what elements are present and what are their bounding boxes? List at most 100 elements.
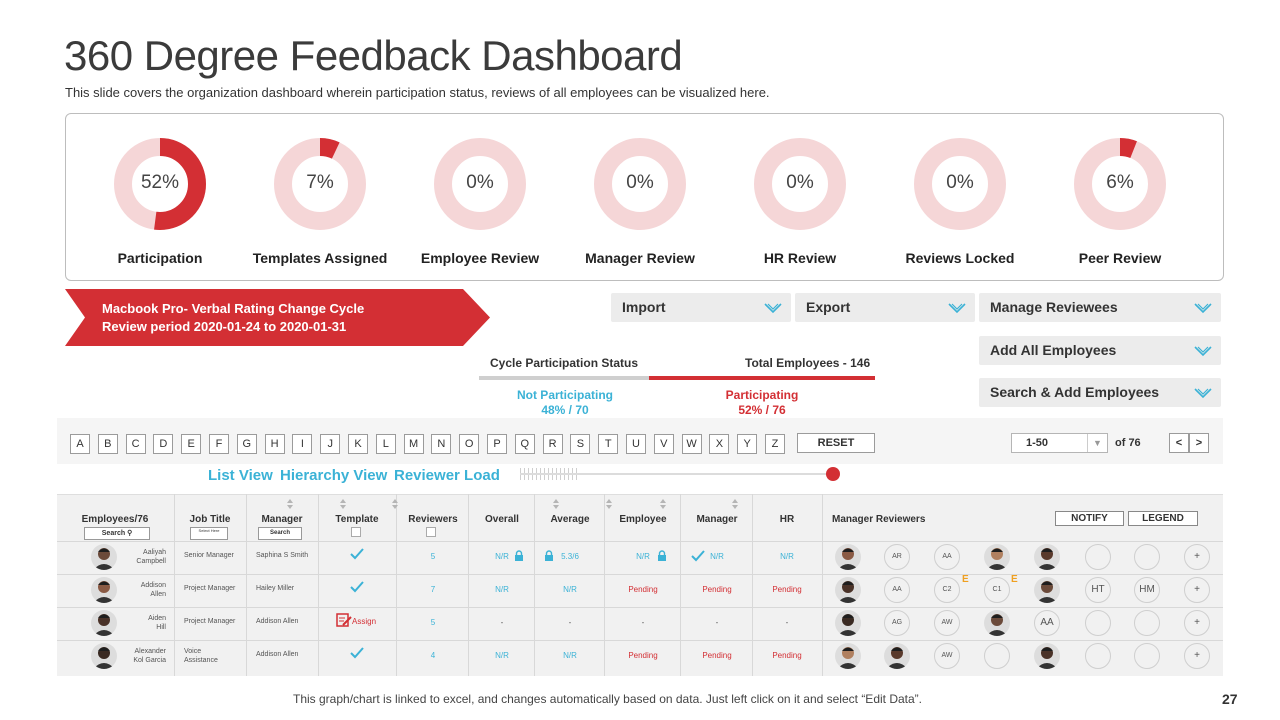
template-filter-checkbox[interactable] <box>351 527 361 537</box>
manage-reviewees-dropdown[interactable]: Manage Reviewees <box>979 293 1221 322</box>
reviewer-load-link[interactable]: Reviewer Load <box>394 467 500 484</box>
alphabet-button-h[interactable]: H <box>264 434 285 454</box>
manager-search-input[interactable]: Search <box>258 527 302 540</box>
alphabet-button-j[interactable]: J <box>320 434 341 454</box>
reviewer-chip[interactable]: C1 <box>984 577 1010 603</box>
header-average: Average <box>550 514 590 525</box>
hierarchy-view-link[interactable]: Hierarchy View <box>280 467 388 484</box>
slider-handle[interactable] <box>826 467 840 481</box>
reviewer-chip[interactable] <box>1085 544 1111 570</box>
reviewer-chip[interactable]: AA <box>1034 610 1060 636</box>
reviewer-chip[interactable]: AG <box>884 610 910 636</box>
donut-track <box>434 138 526 230</box>
person-photo-icon <box>1034 577 1060 603</box>
reviewer-chip[interactable]: HT <box>1085 577 1111 603</box>
sort-icon[interactable] <box>731 497 739 509</box>
add-reviewer-button[interactable]: + <box>1184 544 1210 570</box>
column-divider <box>246 494 247 676</box>
page-range-select[interactable]: 1-50 ▼ <box>1011 433 1108 453</box>
sort-icon[interactable] <box>659 497 667 509</box>
hr-review-status: N/R <box>780 552 794 561</box>
search-add-employees-dropdown[interactable]: Search & Add Employees <box>979 378 1221 407</box>
reviewer-chip[interactable] <box>984 643 1010 669</box>
reviewer-chip[interactable]: AR <box>884 544 910 570</box>
reviewers-filter-checkbox[interactable] <box>426 527 436 537</box>
participating-label: Participating <box>725 388 799 402</box>
prev-page-button[interactable]: < <box>1169 433 1189 453</box>
alphabet-button-v[interactable]: V <box>653 434 674 454</box>
sort-icon[interactable] <box>286 497 294 509</box>
alphabet-button-c[interactable]: C <box>125 434 146 454</box>
check-icon <box>350 548 364 560</box>
alphabet-button-d[interactable]: D <box>153 434 174 454</box>
alphabet-button-n[interactable]: N <box>431 434 452 454</box>
add-reviewer-button[interactable]: + <box>1184 643 1210 669</box>
sort-icon[interactable] <box>552 497 560 509</box>
reviewer-chip[interactable] <box>1134 544 1160 570</box>
reviewer-chip[interactable] <box>1134 610 1160 636</box>
reviewer-chip[interactable] <box>1085 610 1111 636</box>
reviewer-chip[interactable] <box>1134 643 1160 669</box>
add-all-employees-dropdown[interactable]: Add All Employees <box>979 336 1221 365</box>
alphabet-button-w[interactable]: W <box>681 434 702 454</box>
export-dropdown[interactable]: Export <box>795 293 975 322</box>
alphabet-button-l[interactable]: L <box>375 434 396 454</box>
reviewer-chip[interactable]: AW <box>934 643 960 669</box>
alphabet-button-u[interactable]: U <box>626 434 646 454</box>
reviewers-count: 5 <box>430 618 436 627</box>
reviewer-chip[interactable]: C2 <box>934 577 960 603</box>
alphabet-button-t[interactable]: T <box>598 434 619 454</box>
import-dropdown[interactable]: Import <box>611 293 791 322</box>
alphabet-button-b[interactable]: B <box>97 434 118 454</box>
alphabet-button-i[interactable]: I <box>292 434 313 454</box>
column-divider <box>174 494 175 676</box>
add-reviewer-button[interactable]: + <box>1184 610 1210 636</box>
reviewer-chip[interactable] <box>1085 643 1111 669</box>
person-photo-icon <box>91 610 117 636</box>
alphabet-button-m[interactable]: M <box>403 434 424 454</box>
average-score: N/R <box>563 585 577 594</box>
manager-name: Addison Allen <box>256 651 299 658</box>
overall-lock-icon <box>514 549 524 567</box>
employee-search-input[interactable]: Search ⚲ <box>84 527 150 540</box>
donut-chart <box>274 138 366 230</box>
reset-button[interactable]: RESET <box>797 433 875 453</box>
alphabet-button-s[interactable]: S <box>570 434 591 454</box>
alphabet-button-r[interactable]: R <box>542 434 563 454</box>
alphabet-button-q[interactable]: Q <box>514 434 535 454</box>
sort-icon[interactable] <box>605 497 613 509</box>
assign-template-button[interactable]: Assign <box>336 613 376 629</box>
alphabet-button-e[interactable]: E <box>181 434 202 454</box>
employee-review-status: Pending <box>628 651 658 660</box>
column-divider <box>396 494 397 676</box>
alphabet-button-p[interactable]: P <box>487 434 507 454</box>
add-reviewer-button[interactable]: + <box>1184 577 1210 603</box>
sort-icon[interactable] <box>391 497 399 509</box>
job-title-select[interactable]: Select Here <box>190 527 228 540</box>
row-divider <box>57 640 1223 641</box>
reviewer-chip[interactable]: AW <box>934 610 960 636</box>
alphabet-button-g[interactable]: G <box>236 434 257 454</box>
notify-button[interactable]: NOTIFY <box>1055 511 1124 526</box>
column-divider <box>752 494 753 676</box>
reviewer-chip[interactable]: AA <box>884 577 910 603</box>
chevron-down-icon <box>948 303 966 314</box>
sort-icon[interactable] <box>339 497 347 509</box>
list-view-link[interactable]: List View <box>208 467 273 484</box>
kpi-label: HR Review <box>763 250 837 266</box>
next-page-button[interactable]: > <box>1189 433 1209 453</box>
employee-review-status: N/R <box>636 552 650 561</box>
reviewer-load-slider[interactable] <box>520 473 830 475</box>
alphabet-button-y[interactable]: Y <box>737 434 758 454</box>
alphabet-button-o[interactable]: O <box>459 434 480 454</box>
donut-chart <box>114 138 206 230</box>
alphabet-button-x[interactable]: X <box>709 434 730 454</box>
alphabet-button-f[interactable]: F <box>209 434 229 454</box>
reviewer-avatar <box>1034 643 1060 669</box>
alphabet-button-k[interactable]: K <box>348 434 368 454</box>
reviewer-chip[interactable]: HM <box>1134 577 1160 603</box>
reviewer-chip[interactable]: AA <box>934 544 960 570</box>
alphabet-button-a[interactable]: A <box>70 434 90 454</box>
legend-button[interactable]: LEGEND <box>1128 511 1198 526</box>
alphabet-button-z[interactable]: Z <box>765 434 785 454</box>
